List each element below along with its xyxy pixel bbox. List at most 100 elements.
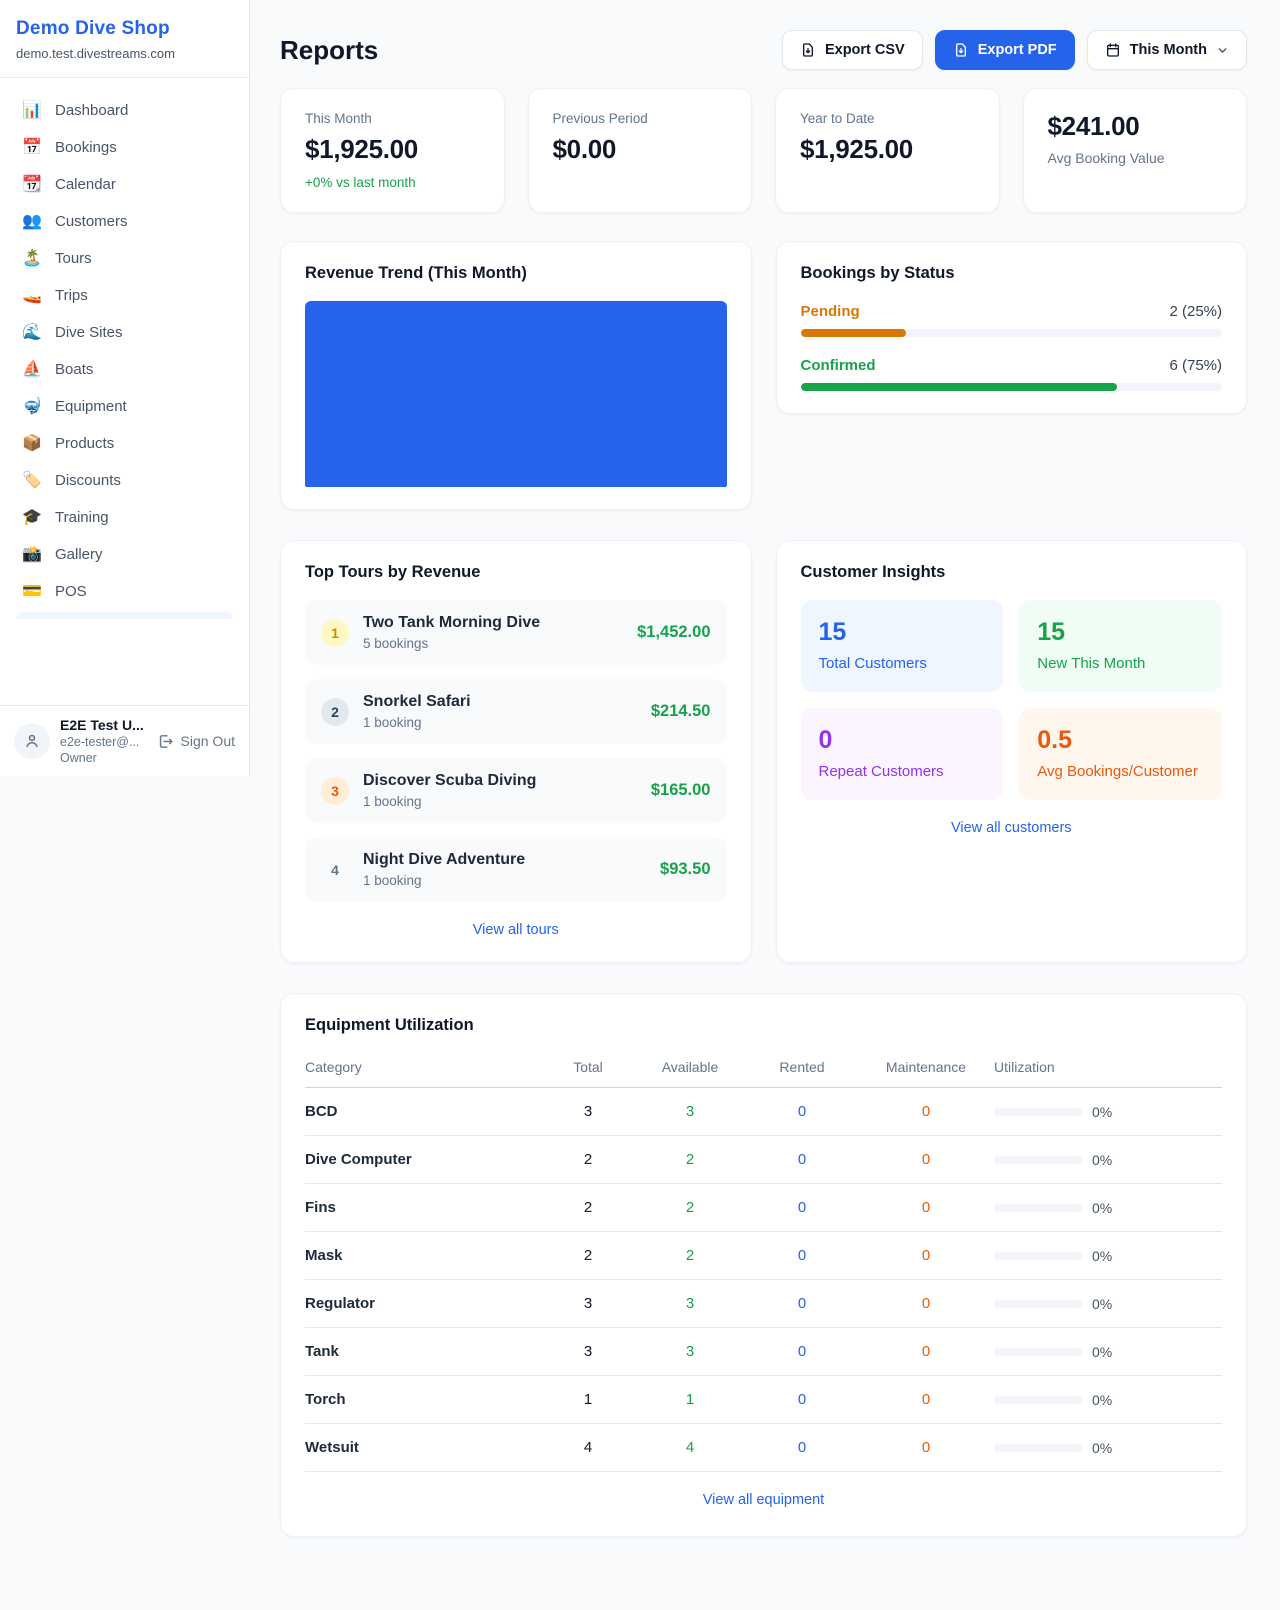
stat-card-previous-period: Previous Period $0.00 xyxy=(527,88,752,213)
cell-maintenance: 0 xyxy=(858,1423,994,1472)
sidebar-item-tours[interactable]: 🏝️ Tours xyxy=(12,240,237,277)
island-icon: 🏝️ xyxy=(22,249,42,267)
sidebar-item-label: Customers xyxy=(55,213,128,230)
camera-icon: 📸 xyxy=(22,545,42,563)
stat-card-year-to-date: Year to Date $1,925.00 xyxy=(775,88,1000,213)
package-icon: 📦 xyxy=(22,434,42,452)
calendar-icon: 📆 xyxy=(22,175,42,193)
insight-tile-avg-bookings: 0.5 Avg Bookings/Customer xyxy=(1019,708,1222,800)
tour-row: 2 Snorkel Safari 1 booking $214.50 xyxy=(305,679,727,744)
stat-value: $241.00 xyxy=(1047,111,1140,141)
sidebar-item-dashboard[interactable]: 📊 Dashboard xyxy=(12,92,237,129)
page-title: Reports xyxy=(280,34,379,65)
insight-label: Avg Bookings/Customer xyxy=(1037,763,1198,780)
stat-value: $1,925.00 xyxy=(800,134,913,164)
status-progress-track xyxy=(800,383,1222,391)
utilization-percent: 0% xyxy=(1092,1439,1113,1456)
utilization-bar xyxy=(994,1203,1082,1212)
tour-row: 4 Night Dive Adventure 1 booking $93.50 xyxy=(305,837,727,902)
cell-maintenance: 0 xyxy=(858,1327,994,1376)
sidebar-item-customers[interactable]: 👥 Customers xyxy=(12,203,237,240)
export-pdf-button[interactable]: Export PDF xyxy=(934,30,1075,70)
sidebar-item-equipment[interactable]: 🤿 Equipment xyxy=(12,388,237,425)
cell-maintenance: 0 xyxy=(858,1375,994,1424)
user-info: E2E Test U... e2e-tester@... Owner xyxy=(60,717,147,765)
sidebar-header: Demo Dive Shop demo.test.divestreams.com xyxy=(0,0,249,78)
rank-badge: 3 xyxy=(321,776,349,805)
cell-category: Dive Computer xyxy=(305,1135,542,1184)
chevron-down-icon xyxy=(1218,47,1227,53)
insight-value: 15 xyxy=(1037,618,1066,646)
export-csv-button[interactable]: Export CSV xyxy=(781,30,923,70)
period-selector[interactable]: This Month xyxy=(1086,30,1247,70)
sidebar-item-gallery[interactable]: 📸 Gallery xyxy=(12,536,237,573)
insight-value: 0.5 xyxy=(1037,726,1073,754)
avatar xyxy=(14,723,50,759)
tour-name: Snorkel Safari xyxy=(363,693,471,710)
sidebar-item-label: POS xyxy=(55,583,87,600)
sign-out-label: Sign Out xyxy=(180,733,235,749)
cell-total: 1 xyxy=(542,1375,634,1424)
insight-label: Repeat Customers xyxy=(818,763,944,780)
sidebar-item-dive-sites[interactable]: 🌊 Dive Sites xyxy=(12,314,237,351)
sidebar-item-label: Training xyxy=(55,509,109,526)
sidebar-item-label: Dashboard xyxy=(55,102,129,119)
cell-rented: 0 xyxy=(746,1087,858,1136)
insights-grid: 15 Total Customers 15 New This Month 0 R… xyxy=(800,600,1222,800)
sidebar-item-discounts[interactable]: 🏷️ Discounts xyxy=(12,462,237,499)
sidebar-nav: 📊 Dashboard 📅 Bookings 📆 Calendar 👥 Customer… xyxy=(0,78,249,705)
tour-bookings: 5 bookings xyxy=(363,636,429,651)
sidebar-item-label: Calendar xyxy=(55,176,116,193)
cell-utilization: 0% xyxy=(994,1183,1222,1232)
wave-icon: 🌊 xyxy=(22,323,42,341)
view-all-customers-link[interactable]: View all customers xyxy=(950,820,1072,836)
table-row: Tank 3 3 0 0 0% xyxy=(305,1327,1222,1376)
cell-rented: 0 xyxy=(746,1375,858,1424)
cell-rented: 0 xyxy=(746,1231,858,1280)
sidebar-item-calendar[interactable]: 📆 Calendar xyxy=(12,166,237,203)
column-header-rented: Rented xyxy=(746,1051,858,1088)
customer-insights-title: Customer Insights xyxy=(800,563,946,581)
cell-available: 2 xyxy=(634,1231,746,1280)
sidebar-item-products[interactable]: 📦 Products xyxy=(12,425,237,462)
tour-bookings: 1 booking xyxy=(363,794,422,809)
table-row: Wetsuit 4 4 0 0 0% xyxy=(305,1423,1222,1472)
insight-label: New This Month xyxy=(1037,655,1146,672)
sidebar-item-training[interactable]: 🎓 Training xyxy=(12,499,237,536)
cell-total: 2 xyxy=(542,1135,634,1184)
revenue-trend-bar xyxy=(305,301,727,487)
tag-icon: 🏷️ xyxy=(22,471,42,489)
sidebar-item-reports-partial[interactable] xyxy=(16,612,233,619)
tour-revenue: $1,452.00 xyxy=(637,623,711,641)
sidebar-item-bookings[interactable]: 📅 Bookings xyxy=(12,129,237,166)
view-all-equipment-link[interactable]: View all equipment xyxy=(702,1492,825,1508)
cell-category: Torch xyxy=(305,1375,542,1424)
graduation-cap-icon: 🎓 xyxy=(22,508,42,526)
sidebar-item-boats[interactable]: ⛵ Boats xyxy=(12,351,237,388)
sidebar-item-trips[interactable]: 🚤 Trips xyxy=(12,277,237,314)
cell-available: 4 xyxy=(634,1423,746,1472)
view-all-tours-link[interactable]: View all tours xyxy=(472,922,559,938)
credit-card-icon: 💳 xyxy=(22,582,42,600)
sign-out-button[interactable]: Sign Out xyxy=(157,733,235,750)
sidebar-item-pos[interactable]: 💳 POS xyxy=(12,573,237,610)
tour-revenue: $214.50 xyxy=(650,702,711,720)
utilization-percent: 0% xyxy=(1092,1391,1113,1408)
user-email: e2e-tester@... xyxy=(60,735,140,749)
insight-value: 0 xyxy=(818,726,833,754)
stat-value: $0.00 xyxy=(552,134,617,164)
cell-utilization: 0% xyxy=(994,1279,1222,1328)
shop-domain: demo.test.divestreams.com xyxy=(16,46,175,61)
logout-icon xyxy=(159,734,173,748)
table-row: Fins 2 2 0 0 0% xyxy=(305,1183,1222,1232)
status-progress-fill xyxy=(800,329,906,337)
utilization-percent: 0% xyxy=(1092,1343,1113,1360)
sidebar-item-label: Products xyxy=(55,435,115,452)
cell-available: 2 xyxy=(634,1183,746,1232)
cell-maintenance: 0 xyxy=(858,1279,994,1328)
cell-utilization: 0% xyxy=(994,1423,1222,1472)
equipment-utilization-title: Equipment Utilization xyxy=(305,1016,474,1034)
sidebar: Demo Dive Shop demo.test.divestreams.com… xyxy=(0,0,250,776)
utilization-bar xyxy=(994,1395,1082,1404)
cell-total: 3 xyxy=(542,1327,634,1376)
